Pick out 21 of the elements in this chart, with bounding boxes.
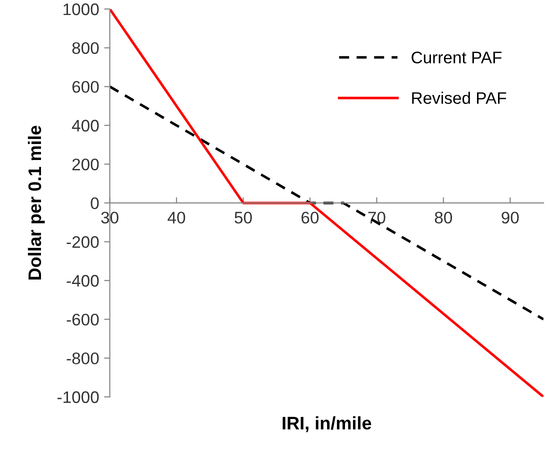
y-tick-label: -200 <box>66 236 99 248</box>
x-axis-title: IRI, in/mile <box>282 416 372 432</box>
x-tick-label: 70 <box>368 212 386 224</box>
y-tick-label: -1000 <box>58 391 99 404</box>
y-tick-label: 800 <box>72 42 99 54</box>
x-tick-label: 40 <box>168 212 186 224</box>
x-tick-label: 80 <box>434 212 452 224</box>
y-tick-label: -400 <box>66 274 99 287</box>
y-tick-label: 1000 <box>64 3 99 16</box>
y-tick-label: 200 <box>72 158 99 170</box>
legend-label: Revised PAF <box>412 92 506 104</box>
x-tick-label: 60 <box>302 212 319 224</box>
x-tick-label: 50 <box>234 212 252 224</box>
y-tick-label: 0 <box>90 197 99 210</box>
y-tick-label: 600 <box>72 80 99 93</box>
y-tick-label: 400 <box>72 120 99 132</box>
x-tick-label: 90 <box>502 212 519 224</box>
y-tick-label: -600 <box>66 314 99 326</box>
y-tick-label: -800 <box>66 352 99 364</box>
legend-label: Current PAF <box>412 52 502 64</box>
y-axis-title: Dollar per 0.1 mile <box>28 126 45 280</box>
